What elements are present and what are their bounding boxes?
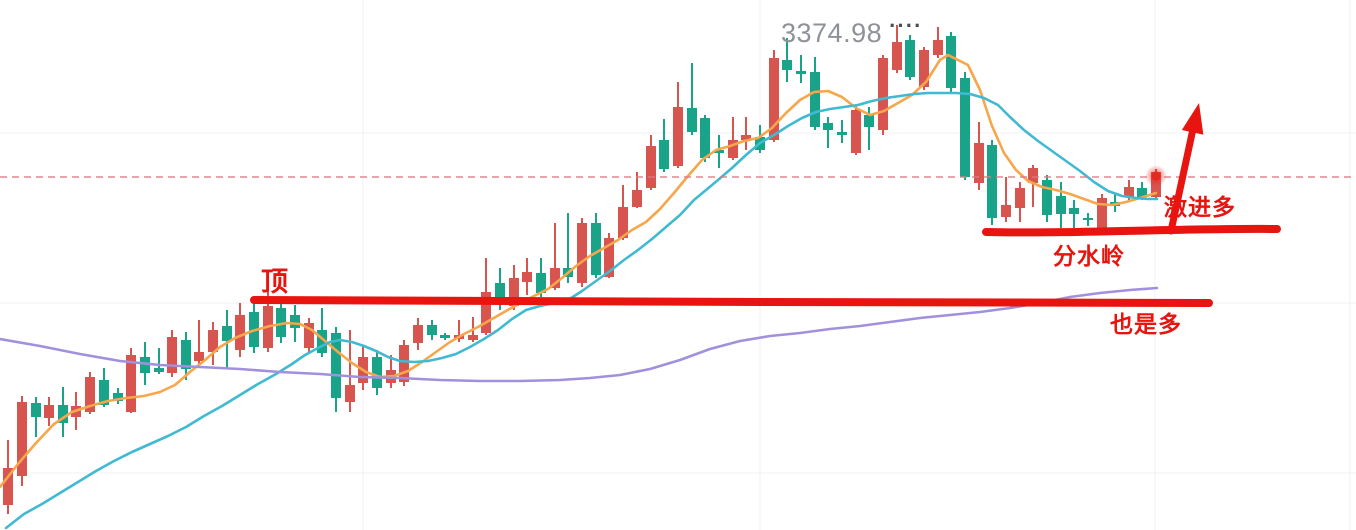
price-label-dots-icon: ···· xyxy=(889,13,923,38)
annotation-watershed-text: 分水岭 xyxy=(1053,244,1125,269)
annotation-also-long-text: 也是多 xyxy=(1110,312,1182,337)
annotation-aggressive-long-text: 激进多 xyxy=(1164,195,1236,220)
annotation-top-text: 顶 xyxy=(261,267,289,297)
price-value: 3374.98 xyxy=(781,18,883,48)
price-label: 3374.98 ···· xyxy=(781,13,922,49)
